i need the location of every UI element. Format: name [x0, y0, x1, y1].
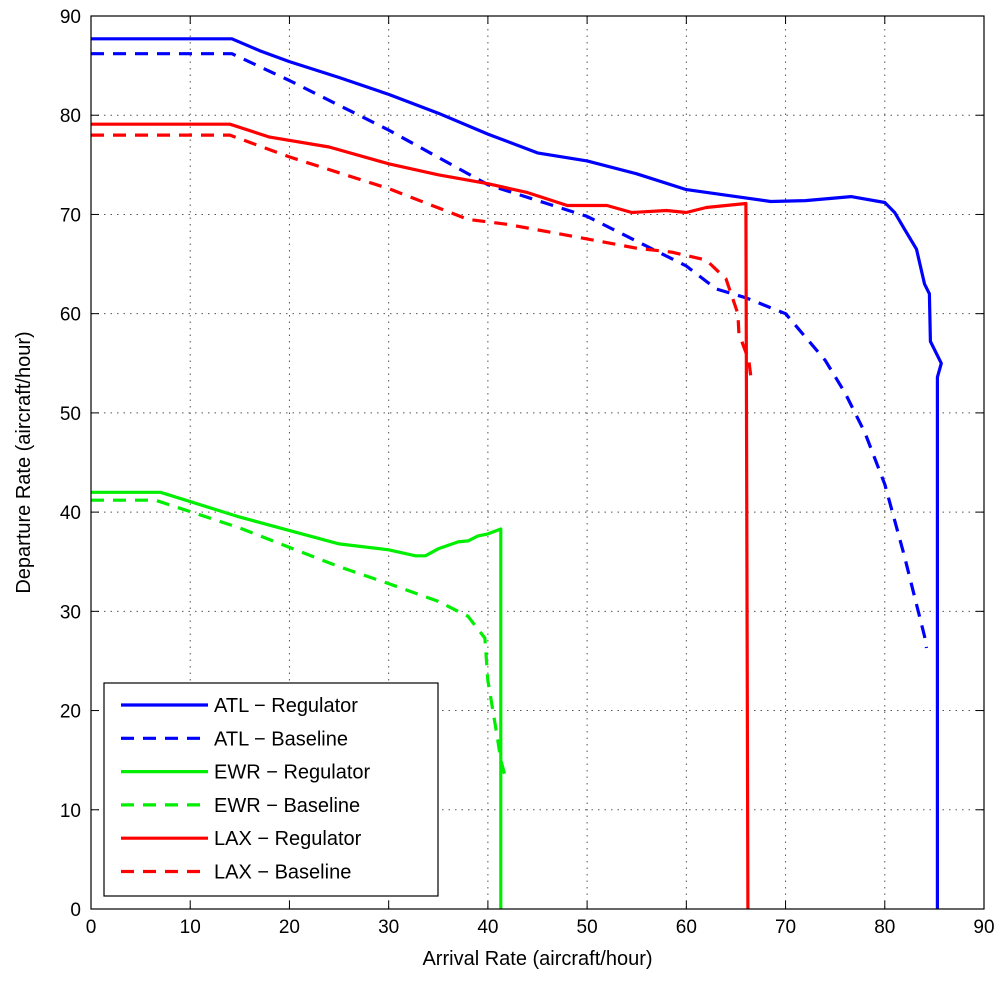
legend-label: ATL − Regulator: [214, 695, 358, 717]
y-tick-label: 60: [60, 305, 81, 326]
y-tick-label: 0: [70, 900, 81, 921]
y-axis-label: Departure Rate (aircraft/hour): [13, 331, 35, 593]
x-tick-label: 80: [874, 917, 895, 938]
legend-label: LAX − Baseline: [214, 862, 351, 884]
legend-label: LAX − Regulator: [214, 828, 362, 850]
y-tick-label: 90: [60, 7, 81, 28]
y-tick-label: 30: [60, 602, 81, 623]
x-tick-label: 10: [180, 917, 201, 938]
y-tick-label: 50: [60, 404, 81, 425]
y-tick-label: 20: [60, 702, 81, 723]
x-tick-label: 30: [378, 917, 399, 938]
legend: ATL − Regulator ATL − Baseline EWR − Regul…: [104, 683, 438, 896]
x-tick-label: 50: [577, 917, 598, 938]
x-axis-label: Arrival Rate (aircraft/hour): [422, 948, 652, 970]
x-tick-label: 40: [477, 917, 498, 938]
legend-label: EWR − Regulator: [214, 762, 371, 784]
y-tick-label: 80: [60, 106, 81, 127]
y-tick-label: 10: [60, 801, 81, 822]
y-tick-label: 40: [60, 503, 81, 524]
x-tick-label: 0: [86, 917, 97, 938]
x-tick-label: 20: [279, 917, 300, 938]
legend-label: ATL − Baseline: [214, 728, 348, 750]
legend-label: EWR − Baseline: [214, 795, 360, 817]
x-tick-label: 90: [973, 917, 994, 938]
y-tick-label: 70: [60, 205, 81, 226]
x-tick-label: 70: [775, 917, 796, 938]
x-tick-label: 60: [676, 917, 697, 938]
